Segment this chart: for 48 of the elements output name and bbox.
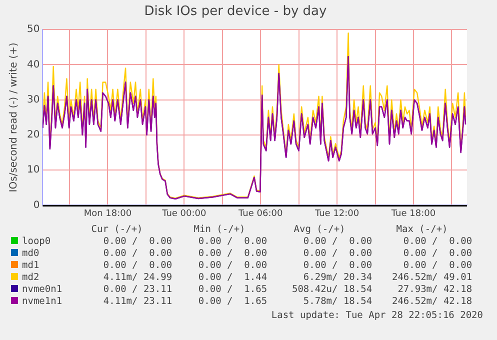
text: 0.00 / 0.00 [402,259,472,271]
text: 0.00 / 0.00 [402,235,472,247]
y-tick-label: 20 [26,130,40,141]
text: 0.00 / 1.44 [197,271,268,283]
text: Cur (-/+) [90,223,144,235]
text: 5.78m/ 18.54 [302,295,372,307]
text: 508.42u/ 18.54 [290,283,372,295]
legend-label: md0 [21,247,40,259]
text: 4.11m/ 24.99 [102,271,172,283]
legend-label: loop0 [21,235,52,247]
text: 6.29m/ 20.34 [302,271,372,283]
text: 246.52m/ 42.18 [390,295,472,307]
y-tick-label: 30 [26,94,40,106]
text: 0.00 / 0.00 [402,247,472,259]
text: Min (-/+) [192,223,246,235]
text: 0.00 / 0.00 [302,235,372,247]
text: 0.00 / 0.00 [302,247,372,259]
chart-title: Disk IOs per device - by day [144,4,328,20]
x-tick-label: Tue 06:00 [238,208,283,219]
text: 0.00 / 0.00 [102,259,172,271]
text: 0.00 / 23.11 [102,283,172,295]
text: 4.11m/ 23.11 [102,295,172,307]
text: 0.00 / 1.65 [197,295,268,307]
text: 0.00 / 1.65 [197,283,268,295]
text: 0.00 / 0.00 [197,247,268,259]
text: 0.00 / 0.00 [197,259,268,271]
text: 0.00 / 0.00 [197,235,268,247]
x-tick-label: Tue 12:00 [314,208,360,219]
y-tick-label: 0 [33,200,40,211]
legend-label: md1 [21,259,40,271]
x-tick-label: Mon 18:00 [84,208,132,219]
x-tick-label: Tue 18:00 [390,208,436,219]
legend-label: md2 [21,271,40,283]
text: Avg (-/+) [292,223,346,235]
y-tick-label: 50 [26,24,40,36]
text: Max (-/+) [395,223,449,235]
text: 27.93m/ 42.18 [396,283,472,295]
y-tick-label: 40 [26,59,40,70]
text: 0.00 / 0.00 [102,235,172,247]
text: 0.00 / 0.00 [302,259,372,271]
legend-label: nvme0n1 [21,283,62,295]
text: 0.00 / 0.00 [102,247,172,259]
text: Last update: Tue Apr 28 22:05:16 2020 [271,310,483,321]
x-tick-label: Tue 00:00 [161,208,207,219]
y-tick-label: 10 [26,164,40,176]
y-axis-title: IOs/second read (-) / write (+) [8,42,20,192]
legend-label: nvme1n1 [21,295,62,307]
text: 246.52m/ 49.01 [390,271,472,283]
